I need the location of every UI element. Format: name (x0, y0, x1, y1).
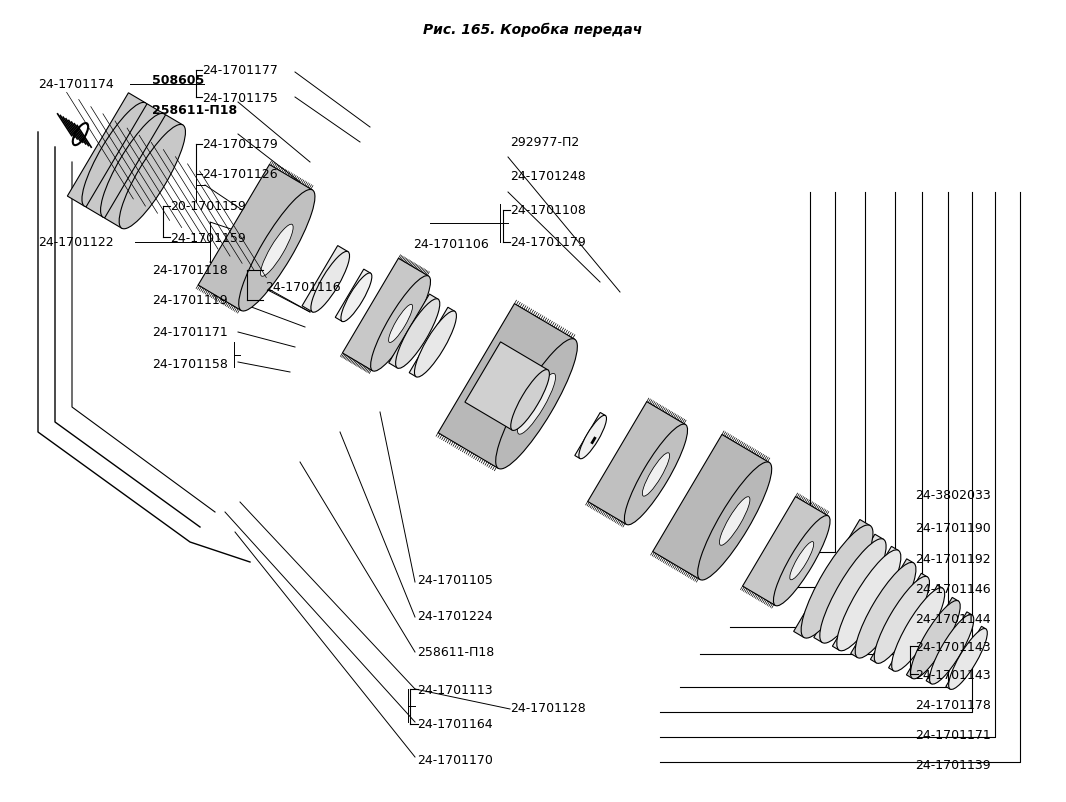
Ellipse shape (874, 577, 930, 663)
Ellipse shape (774, 516, 830, 606)
Text: 24-1701175: 24-1701175 (201, 91, 278, 104)
Polygon shape (652, 435, 770, 580)
Ellipse shape (260, 225, 293, 277)
Text: 24-1701159: 24-1701159 (169, 231, 246, 244)
Ellipse shape (820, 539, 886, 643)
Polygon shape (335, 269, 371, 322)
Text: 258611-П18: 258611-П18 (417, 646, 495, 658)
Text: 20-1701159: 20-1701159 (169, 200, 246, 213)
Polygon shape (587, 402, 685, 525)
Text: 292977-П2: 292977-П2 (510, 136, 579, 149)
Text: 24-1701192: 24-1701192 (915, 553, 990, 565)
Text: 24-1701179: 24-1701179 (201, 138, 278, 152)
Ellipse shape (341, 273, 372, 322)
Polygon shape (743, 497, 828, 606)
Polygon shape (86, 104, 164, 218)
Ellipse shape (697, 463, 772, 581)
Ellipse shape (395, 299, 440, 369)
Polygon shape (465, 342, 548, 431)
Text: 24-1701248: 24-1701248 (510, 169, 585, 182)
Text: 24-1701106: 24-1701106 (413, 238, 488, 251)
Polygon shape (438, 304, 575, 469)
Ellipse shape (239, 190, 314, 312)
Text: 24-1701113: 24-1701113 (417, 683, 492, 697)
Polygon shape (813, 535, 884, 642)
Polygon shape (889, 585, 942, 671)
Ellipse shape (837, 550, 901, 651)
Ellipse shape (790, 542, 813, 580)
Text: 24-1701108: 24-1701108 (510, 205, 586, 217)
Ellipse shape (82, 103, 148, 208)
Text: 508605: 508605 (152, 75, 205, 87)
Text: 24-1701105: 24-1701105 (417, 573, 492, 587)
Text: 258611-П18: 258611-П18 (152, 104, 237, 117)
Ellipse shape (511, 370, 549, 431)
Text: 24-1701143: 24-1701143 (915, 668, 990, 681)
Polygon shape (833, 547, 899, 650)
Text: 24-1701118: 24-1701118 (152, 264, 228, 277)
Text: 24-1701139: 24-1701139 (915, 758, 990, 771)
Ellipse shape (100, 114, 167, 218)
Text: 24-1701171: 24-1701171 (152, 326, 228, 339)
Text: Рис. 165. Коробка передач: Рис. 165. Коробка передач (423, 22, 643, 37)
Text: 24-1701119: 24-1701119 (152, 294, 228, 307)
Text: 24-1701122: 24-1701122 (38, 237, 114, 249)
Polygon shape (851, 559, 914, 658)
Text: 24-1701224: 24-1701224 (417, 610, 492, 622)
Ellipse shape (517, 374, 555, 435)
Text: 24-3802033: 24-3802033 (915, 488, 990, 501)
Ellipse shape (949, 629, 987, 690)
Polygon shape (926, 612, 972, 684)
Text: 24-1701143: 24-1701143 (915, 640, 990, 653)
Ellipse shape (625, 424, 688, 525)
Ellipse shape (891, 588, 944, 671)
Polygon shape (302, 246, 348, 313)
Text: 24-1701144: 24-1701144 (915, 612, 990, 625)
Text: 24-1701177: 24-1701177 (201, 64, 278, 78)
Polygon shape (794, 520, 870, 638)
Polygon shape (575, 413, 605, 459)
Ellipse shape (311, 252, 350, 313)
Text: 24-1701128: 24-1701128 (510, 702, 585, 715)
Text: 24-1701170: 24-1701170 (417, 754, 492, 767)
Text: 24-1701126: 24-1701126 (201, 168, 277, 181)
Ellipse shape (802, 525, 873, 638)
Text: 24-1701116: 24-1701116 (265, 282, 341, 294)
Polygon shape (946, 626, 986, 689)
Ellipse shape (496, 339, 578, 469)
Ellipse shape (643, 453, 669, 496)
Polygon shape (67, 94, 146, 207)
Text: 24-1701171: 24-1701171 (915, 728, 990, 741)
Text: 24-1701174: 24-1701174 (38, 79, 114, 91)
Polygon shape (906, 597, 958, 678)
Polygon shape (104, 115, 183, 229)
Polygon shape (389, 294, 438, 368)
Ellipse shape (930, 615, 973, 684)
Ellipse shape (910, 601, 960, 679)
Text: 24-1701164: 24-1701164 (417, 718, 492, 731)
Text: 24-1701179: 24-1701179 (510, 237, 585, 249)
Ellipse shape (389, 305, 413, 343)
Ellipse shape (371, 277, 431, 371)
Ellipse shape (720, 497, 749, 545)
Polygon shape (409, 308, 455, 377)
Ellipse shape (119, 125, 185, 229)
Ellipse shape (415, 312, 456, 378)
Polygon shape (198, 165, 312, 311)
Ellipse shape (855, 563, 916, 658)
Polygon shape (342, 259, 429, 371)
Text: 24-1701158: 24-1701158 (152, 358, 228, 371)
Text: 24-1701146: 24-1701146 (915, 582, 990, 595)
Polygon shape (871, 573, 927, 663)
Text: 24-1701178: 24-1701178 (915, 699, 990, 711)
Text: 24-1701190: 24-1701190 (915, 521, 990, 534)
Ellipse shape (579, 415, 607, 460)
